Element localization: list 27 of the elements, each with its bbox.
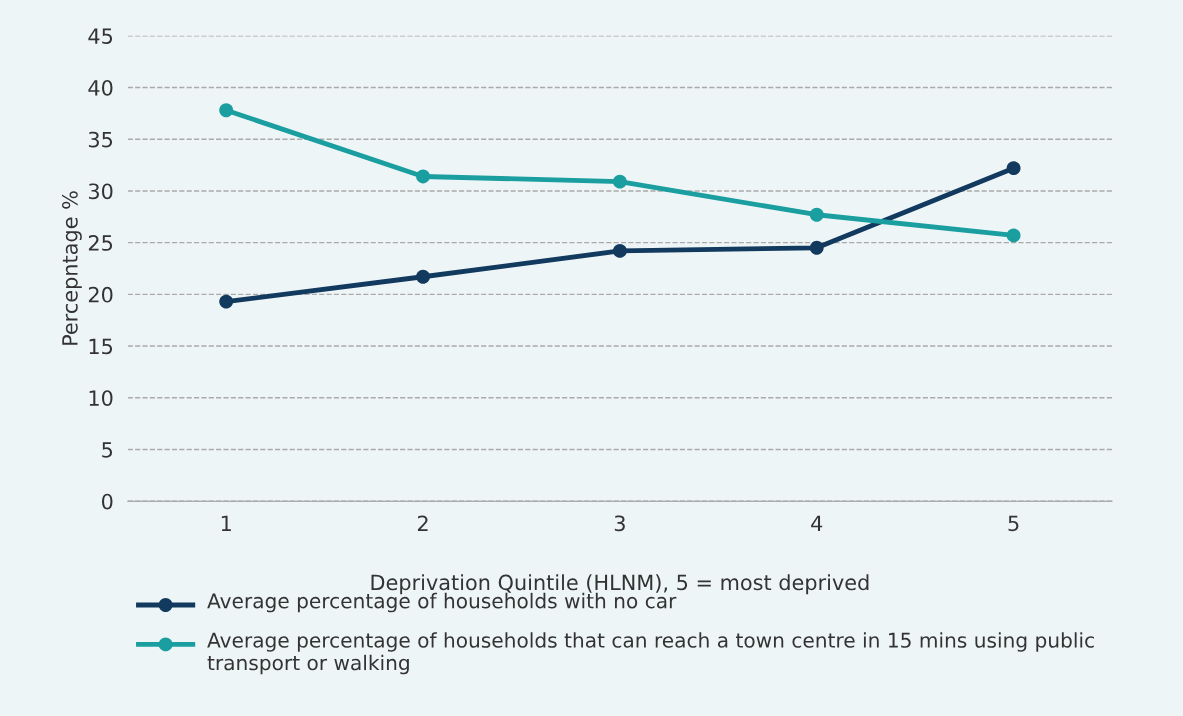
y-tick-label: 20 bbox=[88, 286, 113, 303]
y-tick-label: 30 bbox=[88, 183, 113, 200]
x-tick-label: 2 bbox=[417, 515, 428, 531]
y-tick-label: 25 bbox=[88, 235, 113, 251]
point bbox=[612, 243, 627, 258]
point bbox=[809, 207, 824, 222]
y-tick-label: 45 bbox=[88, 28, 113, 45]
point bbox=[416, 169, 430, 184]
y-tick-label: 15 bbox=[89, 338, 113, 355]
x-tick-label: 5 bbox=[1008, 515, 1019, 532]
point bbox=[219, 294, 234, 309]
point bbox=[809, 240, 824, 255]
legend-label: Average percentage of households that can reach a town centre in 15 mins using public transport or walking bbox=[207, 632, 1094, 675]
y-tick-label: 10 bbox=[89, 390, 113, 406]
x-tick-label: 1 bbox=[221, 515, 231, 531]
y-tick-label: 5 bbox=[102, 442, 113, 458]
y-tick-label: 0 bbox=[101, 493, 113, 510]
y-tick-label: 40 bbox=[88, 79, 113, 96]
point bbox=[1006, 161, 1021, 176]
point bbox=[1006, 228, 1021, 243]
point bbox=[219, 103, 234, 118]
point bbox=[612, 174, 627, 189]
y-axis-title: Percepntage % bbox=[62, 191, 82, 345]
y-tick-label: 35 bbox=[88, 131, 113, 148]
point bbox=[416, 269, 430, 284]
x-tick-label: 3 bbox=[614, 515, 625, 532]
x-tick-label: 4 bbox=[811, 515, 823, 531]
